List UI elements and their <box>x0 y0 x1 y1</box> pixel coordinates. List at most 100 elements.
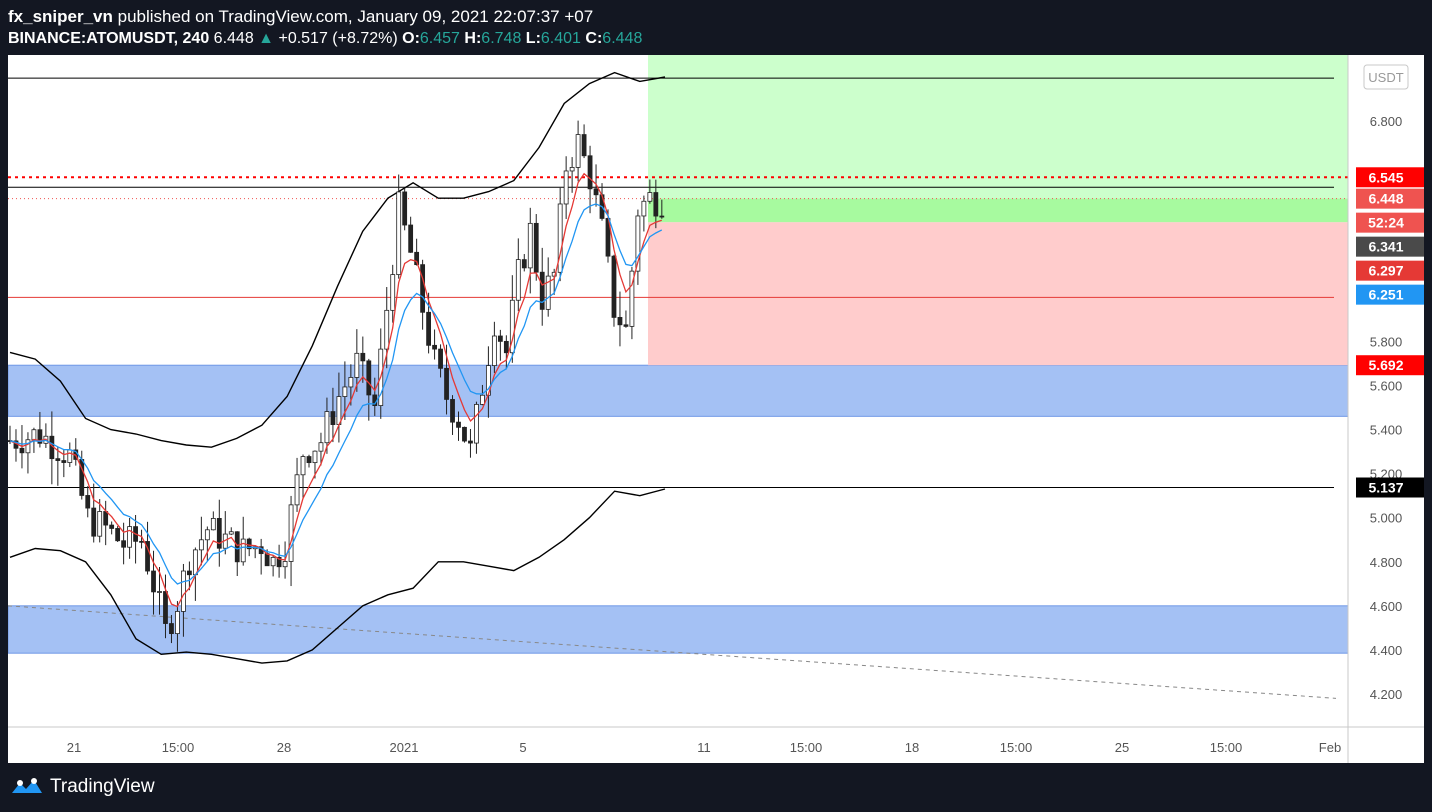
published-info: published on TradingView.com, January 09… <box>117 7 594 26</box>
publisher-name[interactable]: fx_sniper_vn <box>8 7 113 26</box>
candle <box>623 310 629 328</box>
candle <box>629 266 635 340</box>
price-label-box <box>1356 355 1424 376</box>
candle-body <box>169 623 174 635</box>
moving-averages <box>9 172 663 608</box>
candle <box>581 124 587 159</box>
candle-body <box>157 591 162 593</box>
candle-body <box>587 155 593 190</box>
x-tick-label: 15:00 <box>162 740 195 755</box>
y-tick-label: 5.600 <box>1370 378 1403 393</box>
candle <box>240 516 246 566</box>
chart-header: fx_sniper_vn published on TradingView.co… <box>8 6 642 50</box>
candle <box>408 216 414 253</box>
candle <box>557 187 563 282</box>
candle <box>653 179 659 229</box>
candle-body <box>569 167 575 172</box>
candle-body <box>497 335 503 342</box>
candle-body <box>444 367 449 400</box>
candle <box>198 516 204 566</box>
candle-body <box>527 222 533 269</box>
candle <box>330 387 336 443</box>
candle <box>426 292 432 354</box>
candle-body <box>37 429 43 444</box>
candle-body <box>234 531 240 563</box>
last-price: 6.448 <box>213 30 254 47</box>
candle-body <box>186 570 192 576</box>
candle-body <box>163 591 168 624</box>
y-tick-label: 4.200 <box>1370 687 1403 702</box>
price-label-text: 5.137 <box>1368 480 1403 496</box>
long-position-tool[interactable] <box>648 55 1348 366</box>
candle <box>659 199 665 219</box>
candle-body <box>539 271 545 310</box>
candle-body <box>19 447 25 454</box>
candle <box>420 259 426 330</box>
candle-body <box>25 439 31 454</box>
candle-body <box>635 215 641 272</box>
profit-area <box>648 55 1348 223</box>
candle-body <box>67 449 73 463</box>
price-chart[interactable]: USDT4.2004.4004.6004.8005.0005.2005.4005… <box>7 55 1424 763</box>
candle <box>276 544 282 578</box>
candle-body <box>181 570 186 612</box>
candle-body <box>491 335 497 366</box>
candle-body <box>360 352 366 362</box>
candle <box>635 209 641 285</box>
price-label-box <box>1356 167 1424 188</box>
chart-area[interactable]: USDT 4.200 4.400 4.600 4.800 5.000 5.200 5.400 5… <box>7 55 1424 763</box>
candle-body <box>312 450 318 464</box>
candle-body <box>402 191 408 226</box>
y-tick-label: 4.600 <box>1370 599 1403 614</box>
candle-body <box>659 215 665 218</box>
candle-body <box>288 504 294 562</box>
candle-body <box>306 456 312 464</box>
price-label-box <box>1356 284 1424 305</box>
candle-body <box>647 192 653 202</box>
low-label: L: <box>525 30 541 47</box>
change-arrow-icon: ▲ <box>258 30 275 47</box>
close-value: 6.448 <box>602 30 643 47</box>
candle-body <box>384 309 390 350</box>
price-label: 5.137 <box>1356 477 1424 498</box>
candle-body <box>545 275 551 310</box>
candle <box>175 601 180 652</box>
candle-body <box>342 386 348 397</box>
candle <box>318 432 324 466</box>
candle-body <box>450 399 455 423</box>
candle-body <box>509 299 515 354</box>
candle <box>127 518 132 559</box>
candle <box>360 336 366 383</box>
horizontal-levels[interactable] <box>7 77 1348 699</box>
candle <box>85 486 91 518</box>
candle <box>109 521 115 535</box>
ema-fast-line <box>9 172 663 608</box>
candle <box>300 454 306 499</box>
x-tick-label: 21 <box>67 740 81 755</box>
candle-body <box>121 540 127 548</box>
x-tick-label: 11 <box>697 740 711 755</box>
candle <box>366 358 372 421</box>
candle <box>641 195 647 232</box>
candle <box>539 247 545 326</box>
candle-body <box>623 324 629 327</box>
candle-body <box>240 538 246 563</box>
candle-body <box>300 456 306 476</box>
candle <box>163 574 168 639</box>
price-label-text: 52:24 <box>1368 215 1404 231</box>
price-label-box <box>1356 260 1424 281</box>
candle-body <box>354 352 360 378</box>
price-label-box <box>1356 477 1424 498</box>
price-label-text: 6.297 <box>1368 263 1403 279</box>
candle-body <box>390 274 396 311</box>
candle <box>491 321 497 373</box>
candle <box>342 361 348 420</box>
footer-brand[interactable]: TradingView <box>10 776 155 798</box>
candle <box>509 275 515 363</box>
x-tick-label: 18 <box>905 740 919 755</box>
candle-body <box>246 538 252 550</box>
price-label-box <box>1356 212 1424 233</box>
candle-body <box>55 458 61 461</box>
candle <box>474 401 479 454</box>
y-tick-label: 5.800 <box>1370 334 1403 349</box>
